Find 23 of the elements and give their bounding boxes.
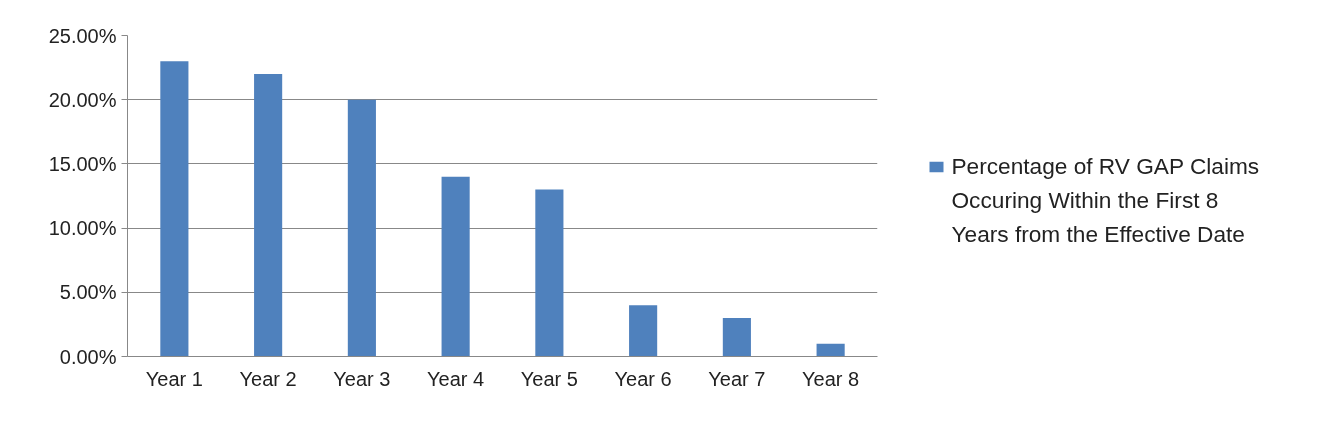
legend-label: Percentage of RV GAP Claims Occuring Within the First 8 Years from the Effective Date [951,153,1260,247]
x-tick-label: Year 6 [614,367,672,390]
x-tick-label: Year 3 [333,367,391,390]
bar [441,176,470,357]
x-tick-label: Year 8 [802,367,860,390]
y-tick-label: 25.00% [48,24,117,47]
x-tick-label: Year 7 [708,367,766,390]
bar [816,343,845,357]
bar [160,61,189,357]
x-tick-label: Year 2 [239,367,297,390]
y-tick-label: 10.00% [48,217,117,240]
y-tick-label: 0.00% [59,345,117,368]
y-tick-label: 5.00% [59,281,117,304]
bar [347,99,376,357]
bar [254,74,283,357]
x-tick-label: Year 5 [520,367,578,390]
x-tick-label: Year 4 [427,367,485,390]
bar [722,317,751,357]
bar [535,189,564,357]
bar [629,305,658,357]
y-tick-label: 20.00% [48,88,117,111]
x-tick-label: Year 1 [145,367,203,390]
y-tick-label: 15.00% [48,152,117,175]
